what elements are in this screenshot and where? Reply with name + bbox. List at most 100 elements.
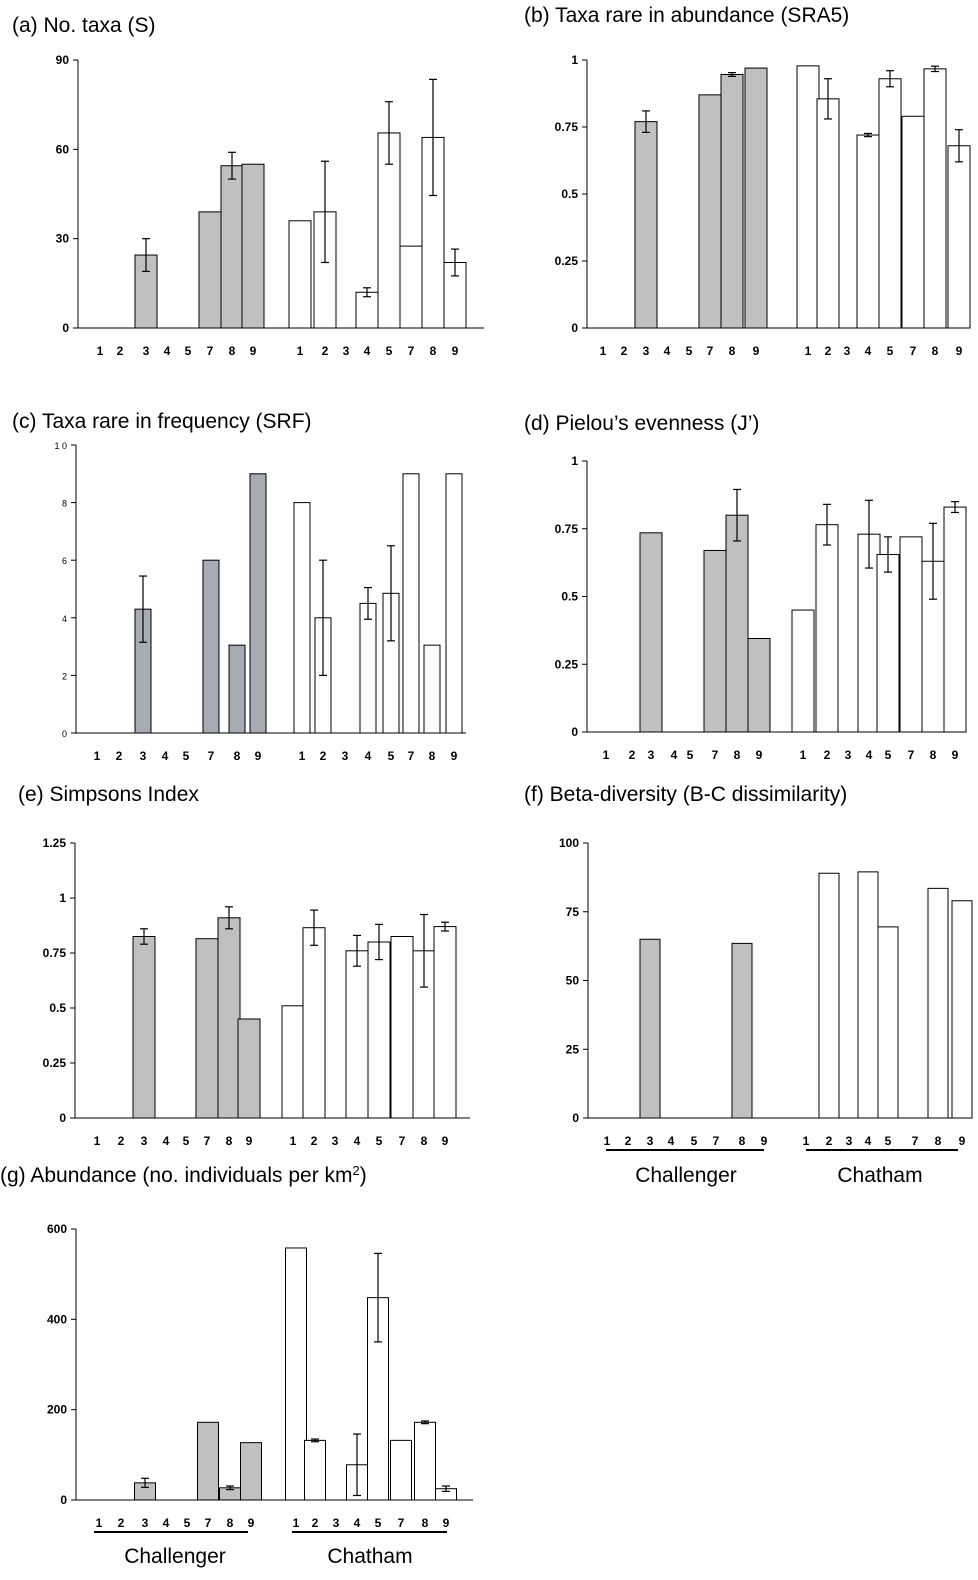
error-bar <box>420 913 428 988</box>
x-tick-label: 8 <box>739 1134 746 1148</box>
x-tick-label: 7 <box>207 344 214 358</box>
bar-chatham-5 <box>876 553 900 733</box>
x-tick-label: 3 <box>342 749 349 763</box>
bar-challenger-8 <box>217 917 241 1119</box>
group-label: Chatham <box>837 1164 922 1187</box>
error-bar <box>451 248 459 277</box>
x-tick-label: 9 <box>248 1516 255 1530</box>
x-tick-label: 1 <box>96 1516 103 1530</box>
y-tick-label: 1.25 <box>43 836 67 850</box>
chart-title: (b) Taxa rare in abundance (SRA5) <box>524 4 849 27</box>
x-tick-label: 9 <box>956 344 963 358</box>
x-tick-label: 9 <box>959 1134 966 1148</box>
error-bar <box>225 906 233 930</box>
x-tick-label: 9 <box>753 344 760 358</box>
x-tick-label: 1 <box>803 1134 810 1148</box>
x-tick-label: 9 <box>250 344 257 358</box>
x-tick-label: 5 <box>388 749 395 763</box>
x-tick-label: 1 <box>97 344 104 358</box>
error-bar <box>886 70 894 88</box>
x-tick-label: 4 <box>163 1134 170 1148</box>
bar-chatham-5 <box>878 78 902 329</box>
x-tick-label: 9 <box>443 1516 450 1530</box>
bar-chatham-1 <box>293 502 311 734</box>
chart-title: (e) Simpsons Index <box>18 783 199 806</box>
x-tick-label: 3 <box>142 1516 149 1530</box>
error-bar <box>441 921 449 932</box>
x-tick-label: 9 <box>246 1134 253 1148</box>
x-tick-label: 1 <box>297 344 304 358</box>
x-tick-label: 2 <box>117 344 124 358</box>
y-tick-label: 30 <box>56 232 70 246</box>
y-tick-label: 600 <box>47 1222 67 1236</box>
y-tick-label: 1 0 <box>54 441 67 451</box>
x-tick-label: 8 <box>734 748 741 762</box>
x-tick-label: 4 <box>164 344 171 358</box>
x-tick-label: 3 <box>846 1134 853 1148</box>
bar-chatham-2 <box>304 1439 326 1501</box>
bar-chatham-8 <box>927 887 949 1119</box>
bar-chatham-9 <box>947 145 971 329</box>
y-tick-label: 0.75 <box>43 946 67 960</box>
y-tick-label: 50 <box>566 974 580 988</box>
x-tick-label: 8 <box>226 1134 233 1148</box>
error-bar <box>142 238 150 273</box>
bar-chatham-1 <box>281 1005 305 1119</box>
error-bar <box>387 545 395 642</box>
bar-chatham-5 <box>367 941 391 1119</box>
x-tick-label: 7 <box>408 749 415 763</box>
bar-chatham-4 <box>355 291 379 329</box>
bar-challenger-9 <box>237 1018 261 1119</box>
y-tick-label: 90 <box>56 53 70 67</box>
x-tick-label: 5 <box>185 344 192 358</box>
error-bar <box>864 132 872 138</box>
x-tick-label: 7 <box>712 748 719 762</box>
error-bar <box>319 559 327 677</box>
y-tick-label: 400 <box>47 1312 67 1326</box>
x-tick-label: 3 <box>333 1516 340 1530</box>
chart-title-end: ) <box>360 1164 367 1187</box>
error-bar <box>929 522 937 600</box>
x-tick-label: 2 <box>320 749 327 763</box>
y-tick-label: 0.5 <box>561 590 578 604</box>
x-tick-label: 3 <box>332 1134 339 1148</box>
x-tick-label: 2 <box>824 748 831 762</box>
bar-chatham-5 <box>877 926 899 1119</box>
bar-chatham-9 <box>433 926 457 1119</box>
x-tick-label: 5 <box>686 344 693 358</box>
x-tick-label: 3 <box>643 344 650 358</box>
error-bar <box>955 129 963 163</box>
group-label: Challenger <box>635 1164 737 1187</box>
bar-chatham-1 <box>288 220 312 329</box>
y-tick-label: 8 <box>62 499 67 509</box>
bar-chatham-7 <box>390 1439 412 1501</box>
y-tick-label: 60 <box>56 142 70 156</box>
x-tick-label: 8 <box>932 344 939 358</box>
bar-challenger-7 <box>195 938 219 1119</box>
bar-chatham-9 <box>445 473 463 734</box>
x-tick-label: 8 <box>429 749 436 763</box>
chart-panel-g: (g) Abundance (no. individuals per km2) 0… <box>0 1163 473 1568</box>
bar-challenger-8 <box>220 165 244 329</box>
error-bar <box>951 501 959 514</box>
x-tick-label: 7 <box>399 1134 406 1148</box>
error-bar <box>363 287 371 298</box>
x-tick-label: 1 <box>604 1134 611 1148</box>
y-tick-label: 0.25 <box>555 254 579 268</box>
x-tick-label: 4 <box>365 749 372 763</box>
y-tick-label: 0 <box>571 725 578 739</box>
chart-title: (g) Abundance (no. individuals per km2) <box>0 1163 367 1188</box>
x-tick-label: 9 <box>761 1134 768 1148</box>
bar-chatham-2 <box>815 524 839 733</box>
x-tick-label: 3 <box>343 344 350 358</box>
x-tick-label: 9 <box>255 749 262 763</box>
error-bar <box>374 1252 382 1343</box>
bar-challenger-7 <box>698 94 722 329</box>
x-tick-label: 1 <box>94 749 101 763</box>
bar-chatham-2 <box>302 927 326 1119</box>
x-tick-label: 2 <box>118 1516 125 1530</box>
y-tick-label: 100 <box>559 836 579 850</box>
